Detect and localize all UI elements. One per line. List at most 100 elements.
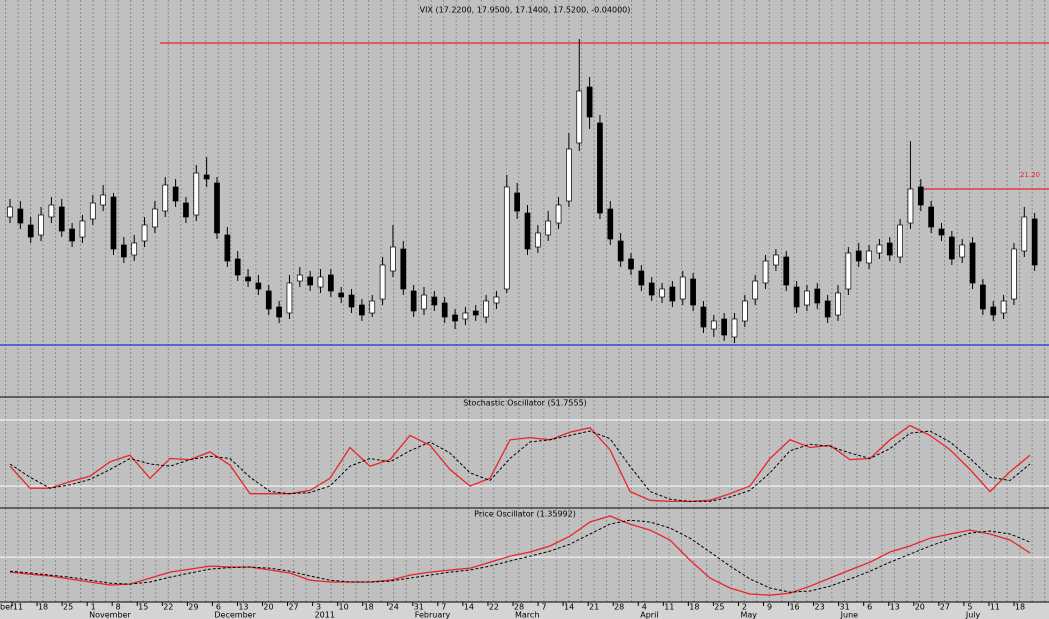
candle-body xyxy=(752,280,759,300)
candle-body xyxy=(793,286,800,308)
candle-body xyxy=(617,240,624,262)
candle-body xyxy=(928,206,935,228)
x-tick-label: 20 xyxy=(263,603,273,612)
x-tick-label: 27 xyxy=(940,603,950,612)
x-tick-label: 1 xyxy=(91,603,96,612)
x-tick-label: 11 xyxy=(13,603,23,612)
candle-body xyxy=(317,276,324,288)
month-label: March xyxy=(515,611,539,619)
x-tick-label: 7 xyxy=(441,603,446,612)
candle-body xyxy=(431,296,438,306)
candle-body xyxy=(876,244,883,254)
candle-body xyxy=(917,186,924,206)
x-tick-label: 18 xyxy=(364,603,374,612)
candle-body xyxy=(89,202,96,220)
x-tick-label: 5 xyxy=(967,603,972,612)
x-tick-label: 2 xyxy=(742,603,747,612)
candle-body xyxy=(452,314,458,322)
candle-body xyxy=(214,182,220,234)
x-tick-label: 16 xyxy=(789,603,799,612)
x-tick-label: 15 xyxy=(138,603,148,612)
x-tick-label: 31 xyxy=(840,603,850,612)
x-tick-label: 20 xyxy=(915,603,925,612)
candle-body xyxy=(669,286,676,302)
candle-body xyxy=(27,224,34,238)
x-tick-label: 24 xyxy=(389,603,399,612)
candle-body xyxy=(483,300,489,318)
candle-body xyxy=(586,86,593,118)
x-tick-label: 6 xyxy=(216,603,221,612)
x-tick-label: 14 xyxy=(464,603,474,612)
x-tick-label: 8 xyxy=(116,603,121,612)
x-tick-label: 7 xyxy=(542,603,547,612)
candle-body xyxy=(359,304,365,316)
candle-body xyxy=(762,260,769,284)
month-label: February xyxy=(415,611,451,619)
x-tick-label: ber xyxy=(0,603,14,612)
candle-body xyxy=(183,202,189,218)
candle-body xyxy=(555,204,562,224)
x-tick-label: 23 xyxy=(815,603,825,612)
candle-body xyxy=(845,252,852,290)
x-tick-label: 11 xyxy=(664,603,674,612)
x-tick-label: 6 xyxy=(867,603,872,612)
candle-body xyxy=(234,258,241,276)
x-tick-label: 13 xyxy=(890,603,900,612)
candle-body xyxy=(773,254,779,266)
candle-body xyxy=(534,232,541,248)
candle-body xyxy=(866,250,872,264)
candle-body xyxy=(390,246,396,272)
candle-body xyxy=(814,288,821,304)
candle-body xyxy=(783,256,790,286)
candle-body xyxy=(1011,248,1017,300)
candle-body xyxy=(79,220,86,238)
candle-body xyxy=(493,296,500,304)
candle-body xyxy=(566,148,572,202)
candle-body xyxy=(338,292,345,298)
candle-body xyxy=(100,194,107,206)
candle-body xyxy=(162,184,169,212)
candle-body xyxy=(472,310,479,316)
candle-body xyxy=(410,290,417,312)
candle-body xyxy=(597,122,603,214)
candle-body xyxy=(648,282,655,296)
month-label: November xyxy=(89,611,131,619)
candle-body xyxy=(897,224,903,258)
x-tick-label: 22 xyxy=(489,603,499,612)
x-tick-label: 18 xyxy=(1015,603,1025,612)
candle-body xyxy=(576,90,583,144)
candle-body xyxy=(1021,216,1028,252)
candle-body xyxy=(514,192,521,212)
candle-body xyxy=(948,236,955,260)
reference-label: 21.20 xyxy=(1020,171,1040,179)
x-tick-label: 18 xyxy=(38,603,48,612)
x-tick-label: 22 xyxy=(163,603,173,612)
candle-body xyxy=(307,276,313,286)
candle-body xyxy=(545,220,552,236)
candle-body xyxy=(804,290,810,306)
x-tick-label: 3 xyxy=(316,603,321,612)
x-tick-label: 4 xyxy=(642,603,647,612)
main-title: VIX (17.2200, 17.9500, 17.1400, 17.5200,… xyxy=(420,6,631,15)
candle-body xyxy=(969,242,976,284)
candle-body xyxy=(58,206,65,232)
x-axis-strip xyxy=(0,602,1049,619)
candle-body xyxy=(462,312,469,320)
candle-body xyxy=(441,302,448,318)
candle-body xyxy=(245,276,251,282)
candle-body xyxy=(203,174,210,180)
candle-body xyxy=(193,172,200,216)
candle-body xyxy=(255,282,262,290)
candle-body xyxy=(980,284,986,310)
candle-body xyxy=(172,186,179,202)
candle-body xyxy=(328,274,334,292)
candle-body xyxy=(638,270,645,286)
candle-body xyxy=(741,300,748,322)
x-tick-label: 21 xyxy=(589,603,599,612)
oscillator-line xyxy=(9,430,1031,502)
x-tick-label: 14 xyxy=(564,603,574,612)
candle-body xyxy=(131,242,138,256)
candle-body xyxy=(38,214,44,236)
candle-body xyxy=(421,294,427,310)
